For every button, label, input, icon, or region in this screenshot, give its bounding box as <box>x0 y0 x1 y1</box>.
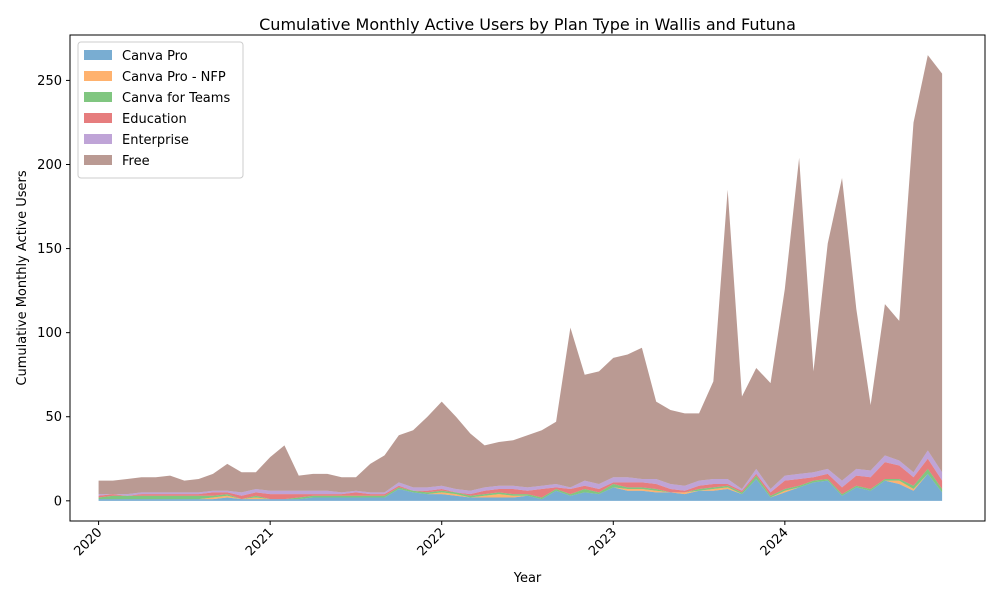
x-axis-label: Year <box>513 571 542 586</box>
area-layer <box>98 55 943 501</box>
area-series-free <box>98 55 943 495</box>
legend-label: Canva Pro <box>122 49 188 64</box>
y-tick-label: 50 <box>45 410 62 425</box>
area-series-education <box>98 458 943 500</box>
legend-swatch <box>84 113 112 123</box>
y-tick-label: 150 <box>37 242 62 257</box>
legend-swatch <box>84 50 112 60</box>
area-series-canva-pro <box>98 473 943 501</box>
legend-swatch <box>84 134 112 144</box>
legend-swatch <box>84 71 112 81</box>
legend-label: Canva for Teams <box>122 91 230 106</box>
legend-label: Canva Pro - NFP <box>122 70 226 85</box>
legend-label: Enterprise <box>122 133 189 148</box>
y-tick-label: 0 <box>54 494 62 509</box>
y-tick-label: 200 <box>37 158 62 173</box>
plot-frame <box>69 34 986 522</box>
y-axis-label: Cumulative Monthly Active Users <box>15 170 30 385</box>
chart-title: Cumulative Monthly Active Users by Plan … <box>259 15 796 34</box>
legend-label: Education <box>122 112 187 127</box>
legend-swatch <box>84 155 112 165</box>
y-tick-label: 250 <box>37 74 62 89</box>
y-tick-label: 100 <box>37 326 62 341</box>
area-series-enterprise <box>98 450 943 496</box>
area-series-canva-for-teams <box>98 468 943 500</box>
legend: Canva Pro Canva Pro - NFP Canva for Teams E… <box>77 41 244 179</box>
legend-box <box>77 41 244 179</box>
y-axis: 0 50 100 150 200 250 <box>37 74 70 509</box>
legend-swatch <box>84 92 112 102</box>
legend-label: Free <box>122 154 150 169</box>
